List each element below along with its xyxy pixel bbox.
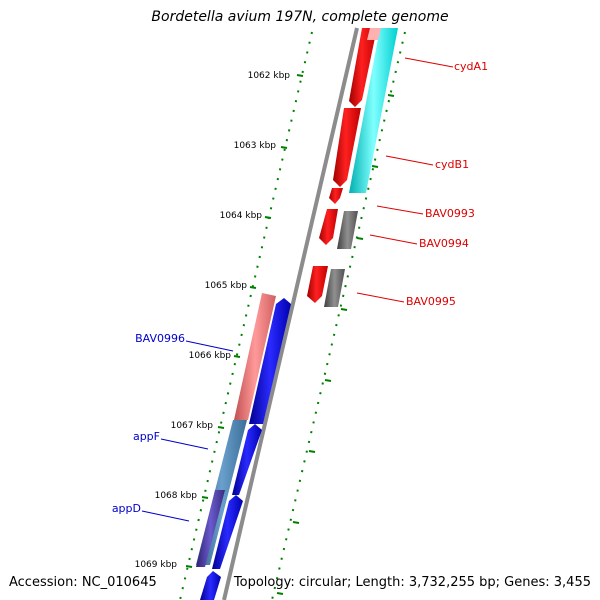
tick-label: 1064 kbp: [220, 211, 263, 221]
tick-label: 1063 kbp: [234, 141, 277, 151]
tick-mark: [264, 216, 272, 219]
scale-axis-left: [179, 31, 313, 600]
tick-mark: [387, 94, 395, 97]
label-connectors: [141, 57, 454, 522]
tick-label: 1066 kbp: [189, 351, 232, 361]
gene-appD-purple[interactable]: [196, 490, 225, 567]
tick-mark: [308, 450, 316, 453]
tick-mark: [249, 286, 257, 289]
gene-label-appD[interactable]: appD: [112, 502, 141, 515]
gene-BAV0994-track2[interactable]: [337, 211, 358, 249]
tick-mark: [324, 379, 332, 382]
gene-appD[interactable]: [212, 495, 243, 569]
gene-label-appF[interactable]: appF: [133, 430, 160, 443]
gene-label-BAV0995[interactable]: BAV0995: [406, 295, 456, 308]
connector-cydB1: [385, 155, 434, 166]
forward-track-2: [324, 28, 398, 307]
gene-label-BAV0994[interactable]: BAV0994: [419, 237, 469, 250]
connector-BAV0993: [376, 205, 424, 215]
gene-cydA1-track2[interactable]: [349, 28, 398, 193]
map-title: Bordetella avium 197N, complete genome: [151, 9, 449, 25]
gene-BAV0993[interactable]: [329, 188, 343, 204]
tick-mark: [371, 165, 379, 168]
gene-label-cydB1[interactable]: cydB1: [435, 158, 469, 171]
connector-appD: [141, 510, 190, 522]
gene-cydB1[interactable]: [333, 108, 361, 187]
tick-label: 1067 kbp: [171, 421, 214, 431]
gene-appF[interactable]: [232, 424, 262, 495]
connector-BAV0994: [369, 234, 418, 245]
forward-strand-track: [307, 28, 377, 303]
gene-label-BAV0996[interactable]: BAV0996: [135, 332, 185, 345]
tick-mark: [201, 496, 209, 499]
tick-mark: [292, 521, 300, 524]
tick-mark: [217, 426, 225, 429]
gene-label-BAV0993[interactable]: BAV0993: [425, 207, 475, 220]
tick-mark: [276, 592, 284, 595]
topology-text: Topology: circular; Length: 3,732,255 bp…: [233, 575, 591, 590]
connector-cydA1: [404, 57, 454, 68]
gene-next-reverse[interactable]: [200, 571, 221, 600]
connector-appF: [160, 438, 209, 450]
connector-BAV0995: [356, 292, 405, 303]
tick-mark: [280, 146, 288, 149]
genome-backbone: [222, 27, 359, 600]
tick-label: 1065 kbp: [205, 281, 248, 291]
tick-mark: [233, 355, 241, 358]
tick-mark: [356, 237, 364, 240]
gene-cydA1[interactable]: [349, 28, 377, 107]
gene-BAV0996-pink[interactable]: [234, 293, 276, 420]
gene-labels: cydA1 cydB1 BAV0993 BAV0994 BAV0995 BAV0…: [112, 60, 488, 515]
gene-label-cydA1[interactable]: cydA1: [454, 60, 488, 73]
gene-BAV0995[interactable]: [307, 266, 328, 303]
scale-axis-right: [271, 31, 406, 600]
tick-mark: [296, 74, 304, 77]
tick-mark: [340, 308, 348, 311]
connector-BAV0996: [185, 340, 234, 352]
scale-labels: 1062 kbp 1063 kbp 1064 kbp 1065 kbp 1066…: [135, 71, 291, 570]
tick-label: 1062 kbp: [248, 71, 291, 81]
reverse-strand-track: [196, 293, 291, 600]
accession-text: Accession: NC_010645: [9, 575, 157, 590]
scale-ticks: [185, 74, 395, 595]
tick-label: 1068 kbp: [155, 491, 198, 501]
gene-BAV0994[interactable]: [319, 209, 338, 245]
gene-BAV0996[interactable]: [249, 298, 291, 424]
gene-cydA1-light[interactable]: [367, 28, 381, 40]
gene-BAV0995-track2[interactable]: [324, 269, 345, 307]
tick-label: 1069 kbp: [135, 560, 178, 570]
tick-mark: [185, 565, 193, 568]
